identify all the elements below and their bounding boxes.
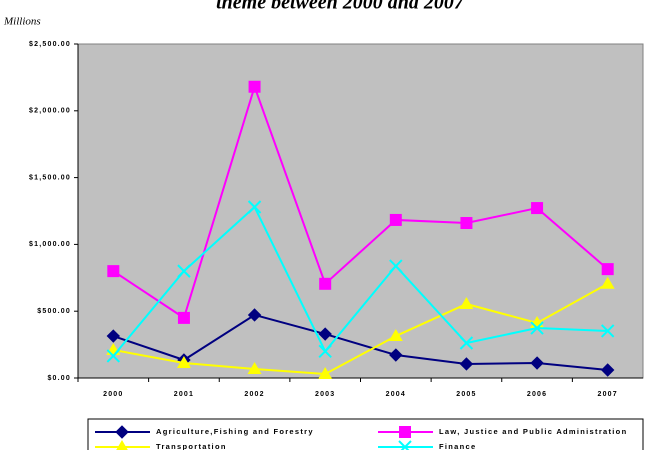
point xyxy=(177,264,191,278)
y-axis-label: Millions xyxy=(3,16,41,28)
y-tick-label: $500.00 xyxy=(37,308,71,315)
point xyxy=(106,329,121,343)
x-tick-label: 2006 xyxy=(527,391,547,398)
point xyxy=(601,263,614,276)
point xyxy=(247,362,262,375)
plot-area xyxy=(77,43,644,379)
x-tick-label: 2004 xyxy=(386,391,406,398)
legend-label: Agriculture,Fishing and Forestry xyxy=(156,427,314,436)
point xyxy=(107,265,120,278)
point xyxy=(248,80,261,93)
x-tick-label: 2002 xyxy=(244,391,264,398)
point xyxy=(247,200,262,214)
point xyxy=(247,308,262,322)
legend-box xyxy=(87,418,644,450)
point xyxy=(389,348,403,362)
x-tick-label: 2000 xyxy=(103,391,123,398)
point xyxy=(115,425,129,439)
point xyxy=(177,311,190,324)
point xyxy=(459,336,474,350)
y-tick-label: $1,500.00 xyxy=(29,174,71,181)
point xyxy=(399,426,411,438)
point xyxy=(389,213,402,226)
y-tick-label: $2,500.00 xyxy=(29,41,71,48)
point xyxy=(318,344,332,358)
point xyxy=(459,357,474,371)
point xyxy=(460,217,473,230)
point xyxy=(530,321,544,335)
legend-label: Law, Justice and Public Administration xyxy=(439,427,627,436)
point xyxy=(600,324,615,338)
chart-title: theme between 2000 and 2007 xyxy=(216,0,465,14)
point xyxy=(176,356,191,369)
series-line xyxy=(113,282,609,376)
legend-label: Finance xyxy=(439,442,476,450)
point xyxy=(530,356,544,370)
y-tick-label: $0.00 xyxy=(47,375,71,382)
point xyxy=(600,363,615,377)
point xyxy=(388,329,403,342)
x-tick-label: 2001 xyxy=(174,391,194,398)
point xyxy=(319,277,332,290)
y-tick-label: $1,000.00 xyxy=(29,241,71,248)
point xyxy=(106,349,121,363)
point xyxy=(116,440,128,450)
point xyxy=(459,296,474,309)
x-tick-label: 2007 xyxy=(598,391,618,398)
legend-label: Transportation xyxy=(156,442,227,450)
series-line xyxy=(112,313,608,371)
point xyxy=(389,259,403,273)
point xyxy=(398,440,412,450)
point xyxy=(531,202,544,215)
point xyxy=(600,276,615,289)
series-line xyxy=(112,205,608,357)
x-tick-label: 2003 xyxy=(315,391,335,398)
y-tick-label: $2,000.00 xyxy=(29,108,71,115)
point xyxy=(318,366,333,379)
x-tick-label: 2005 xyxy=(456,391,476,398)
point xyxy=(318,327,332,341)
series-line xyxy=(112,83,609,320)
